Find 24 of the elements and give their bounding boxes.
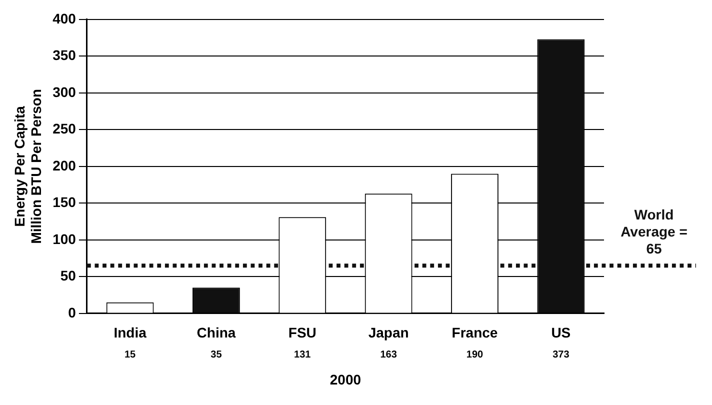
data-label: 163	[380, 349, 398, 360]
data-label: 131	[294, 349, 312, 360]
data-label: 190	[466, 349, 484, 360]
data-label: 373	[552, 349, 570, 360]
x-tick-label: FSU	[288, 324, 316, 341]
x-tick-label: China	[196, 324, 236, 341]
y-tick-label: 150	[52, 194, 76, 210]
x-tick-label: Japan	[368, 324, 409, 341]
y-tick-label: 250	[52, 120, 76, 137]
y-tick-label: 400	[52, 10, 76, 26]
y-tick-label: 200	[52, 157, 76, 174]
x-axis-title: 2000	[330, 371, 362, 388]
y-tick-label: 100	[52, 230, 76, 247]
x-tick-label: US	[551, 324, 571, 341]
x-tick-label: India	[114, 324, 147, 341]
y-tick-label: 0	[68, 304, 76, 320]
y-tick-label: 300	[52, 84, 76, 100]
y-tick-label: 50	[60, 268, 76, 284]
data-label: 15	[124, 349, 136, 360]
ref-line-label: World Average = 65	[620, 206, 688, 257]
y-tick-label: 350	[52, 47, 76, 64]
data-label: 35	[210, 349, 222, 360]
y-axis-title: Energy Per Capita Million BTU Per Person	[11, 88, 44, 244]
x-tick-label: France	[452, 324, 498, 341]
